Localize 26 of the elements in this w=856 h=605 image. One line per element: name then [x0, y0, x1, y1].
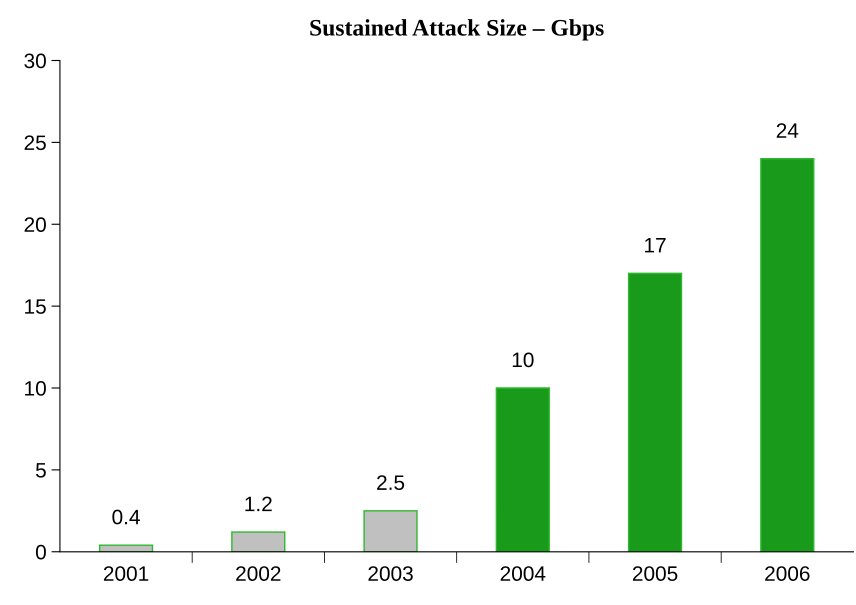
- data-label: 10: [512, 352, 534, 368]
- bar: [496, 387, 550, 552]
- data-label: 1.2: [245, 496, 272, 512]
- y-tick-label: 10: [25, 381, 46, 396]
- bar: [231, 531, 286, 552]
- bar: [363, 510, 418, 552]
- bar: [98, 544, 154, 552]
- chart-title: Sustained Attack Size – Gbps: [310, 19, 604, 41]
- y-tick-label: 20: [24, 217, 46, 232]
- y-tick-label: 25: [24, 135, 46, 150]
- x-tick-label: 2001: [104, 566, 148, 581]
- y-tick-label: 15: [25, 299, 46, 314]
- data-label: 0.4: [112, 510, 140, 524]
- x-tick-label: 2004: [500, 566, 546, 581]
- data-label: 24: [776, 123, 798, 138]
- x-tick-label: 2005: [632, 566, 678, 581]
- bar: [760, 158, 814, 552]
- bar: [628, 272, 682, 552]
- x-tick-label: 2003: [368, 566, 413, 581]
- x-tick-label: 2006: [765, 566, 810, 581]
- y-tick-label: 5: [36, 463, 46, 478]
- x-tick-label: 2002: [236, 566, 280, 581]
- y-tick-label: 30: [24, 54, 46, 68]
- data-label: 2.5: [377, 475, 404, 490]
- data-label: 17: [645, 238, 666, 252]
- y-tick-label: 0: [36, 544, 46, 560]
